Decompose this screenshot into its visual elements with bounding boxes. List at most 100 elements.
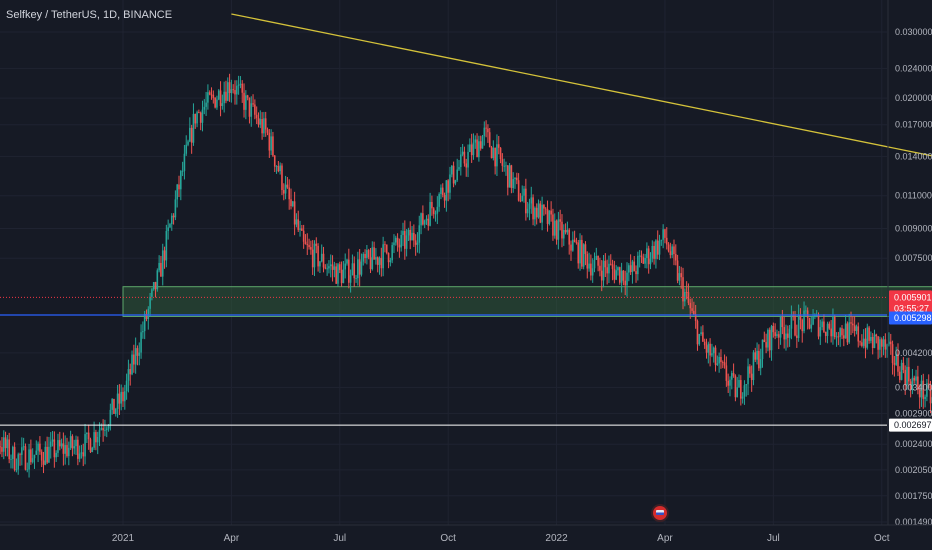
candle-body (425, 218, 428, 221)
candle-body (286, 184, 289, 188)
candle-body (245, 95, 247, 110)
time-tick-label: 2021 (112, 533, 135, 544)
candle-body (590, 263, 592, 276)
candle-body (765, 342, 767, 348)
candle-body (221, 103, 224, 107)
candle-body (441, 187, 444, 196)
time-tick-label: Jul (767, 533, 780, 544)
candle-body (732, 373, 735, 376)
candle-body (918, 390, 921, 398)
candle-body (452, 165, 455, 184)
candle-body (290, 199, 292, 207)
candle-body (443, 195, 446, 201)
candle-body (24, 446, 27, 470)
candle-body (776, 334, 778, 336)
candle-body (241, 83, 244, 93)
candle-body (884, 339, 887, 350)
candle-body (378, 257, 381, 265)
candle-body (832, 316, 834, 337)
candle-body (763, 339, 766, 343)
candle-body (823, 321, 825, 332)
candle-body (618, 267, 621, 283)
candle-body (584, 244, 587, 254)
time-axis[interactable]: Sep2021AprJulOct2022AprJulOct2023MayAug2… (0, 524, 932, 544)
candle-body (828, 323, 831, 329)
candle-body (133, 354, 135, 365)
candle-body (629, 265, 632, 273)
candle-body (15, 469, 18, 471)
candle-body (243, 92, 245, 110)
candle-body (747, 366, 749, 385)
candle-body (217, 90, 220, 100)
candle-body (779, 317, 782, 338)
candle-body (497, 144, 500, 148)
candle-body (902, 362, 905, 370)
candle-body (705, 345, 708, 353)
price-tick-label: 0.011000 (895, 191, 932, 201)
candle-body (687, 292, 690, 303)
candle-body (237, 84, 240, 86)
candle-body (712, 347, 715, 354)
price-tick-label: 0.002400 (895, 439, 932, 449)
candle-body (676, 260, 679, 281)
candle-body (136, 348, 139, 356)
candle-body (723, 362, 726, 366)
candle-body (609, 263, 612, 265)
candle-body (861, 342, 863, 346)
event-flag-icon[interactable] (653, 506, 667, 520)
candle-body (879, 339, 881, 350)
candle-body (908, 366, 910, 382)
candle-body (349, 275, 352, 283)
candle-body (674, 254, 677, 261)
candle-body (844, 323, 847, 339)
candle-body (454, 180, 457, 184)
candle-body (416, 242, 419, 245)
candle-body (646, 248, 648, 258)
price-axis[interactable]: 0.030000 0.024000 0.020000 0.017000 0.014000… (887, 0, 932, 527)
candle-body (496, 144, 498, 167)
candle-body (190, 127, 193, 143)
candle-body (487, 128, 489, 133)
candle-body (340, 269, 343, 284)
candle-body (35, 450, 38, 455)
candle-body (337, 264, 339, 284)
candle-body (562, 229, 565, 239)
candle-body (75, 439, 77, 447)
candle-body (12, 446, 14, 459)
candle-body (183, 153, 186, 171)
candle-body (113, 398, 115, 414)
candle-body (810, 324, 813, 329)
candle-body (667, 244, 670, 252)
candle-body (62, 443, 65, 454)
candle-body (394, 237, 397, 243)
candle-body (436, 206, 439, 214)
candle-body (219, 90, 222, 107)
candle-body (915, 376, 917, 381)
candle-body (463, 151, 466, 164)
candle-body (626, 272, 628, 286)
candle-body (628, 265, 630, 273)
candle-body (2, 437, 5, 452)
candle-body (431, 201, 433, 209)
candle-body (396, 237, 399, 245)
candle-body (611, 264, 614, 270)
candle-body (553, 220, 556, 236)
candle-body (22, 446, 25, 448)
price-tick-label: 0.004200 (895, 348, 932, 358)
candle-body (328, 266, 330, 269)
candle-body (781, 317, 784, 328)
candle-body (37, 443, 39, 451)
candle-body (212, 94, 215, 98)
candle-body (552, 214, 554, 236)
candle-body (17, 454, 20, 470)
candle-body (566, 229, 569, 233)
candle-body (259, 118, 262, 125)
candle-body (727, 380, 729, 386)
candle-body (895, 353, 897, 365)
candle-body (790, 314, 793, 329)
candle-body (369, 257, 372, 270)
candle-body (203, 106, 206, 110)
candle-body (216, 99, 218, 108)
